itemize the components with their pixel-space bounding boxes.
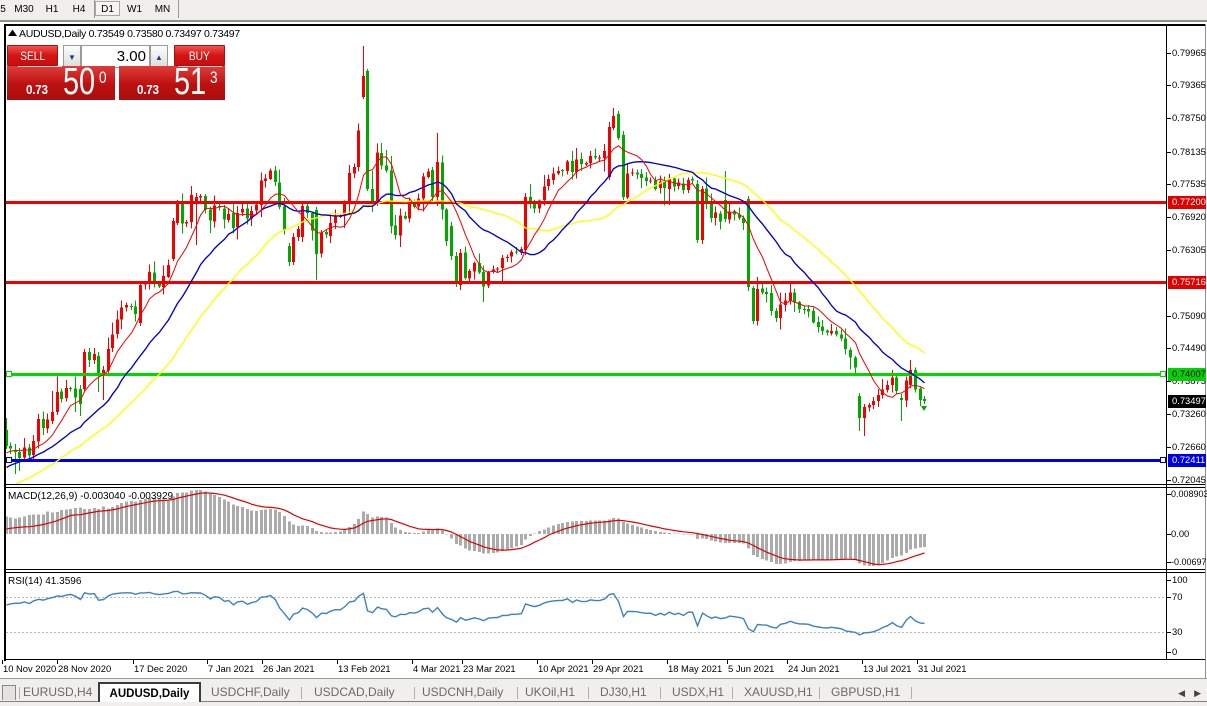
svg-text:29 Apr 2021: 29 Apr 2021 — [593, 663, 644, 674]
svg-text:10 Apr 2021: 10 Apr 2021 — [538, 663, 589, 674]
svg-text:24 Jun 2021: 24 Jun 2021 — [788, 663, 840, 674]
svg-text:26 Jan 2021: 26 Jan 2021 — [263, 663, 315, 674]
svg-text:0.79965: 0.79965 — [1172, 47, 1206, 58]
svg-text:0.008903: 0.008903 — [1171, 489, 1207, 499]
svg-text:13 Feb 2021: 13 Feb 2021 — [338, 663, 391, 674]
svg-text:0: 0 — [1172, 646, 1177, 657]
svg-text:RSI(14) 41.3596: RSI(14) 41.3596 — [8, 576, 82, 587]
svg-text:13 Jul 2021: 13 Jul 2021 — [863, 663, 911, 674]
svg-text:0.77200: 0.77200 — [1172, 196, 1206, 207]
svg-text:10 Nov 2020: 10 Nov 2020 — [3, 663, 56, 674]
svg-text:0.72045: 0.72045 — [1172, 474, 1206, 485]
svg-text:0.77535: 0.77535 — [1172, 178, 1206, 189]
svg-text:0.79365: 0.79365 — [1172, 79, 1206, 90]
svg-text:0.72411: 0.72411 — [1172, 454, 1205, 465]
svg-text:0.73260: 0.73260 — [1172, 408, 1206, 419]
svg-text:0.76305: 0.76305 — [1172, 244, 1206, 255]
svg-text:AUDUSD,Daily 0.73549 0.73580: AUDUSD,Daily 0.73549 0.73580 0.73497 0.7… — [19, 28, 240, 40]
svg-text:30: 30 — [1172, 626, 1182, 637]
svg-text:0.76920: 0.76920 — [1172, 211, 1206, 222]
svg-text:17 Dec 2020: 17 Dec 2020 — [134, 663, 187, 674]
svg-text:28 Nov 2020: 28 Nov 2020 — [58, 663, 111, 674]
svg-text:100: 100 — [1172, 574, 1188, 585]
svg-text:-0.00697: -0.00697 — [1171, 557, 1207, 567]
svg-text:0.73497: 0.73497 — [1172, 395, 1206, 406]
svg-text:23 Mar 2021: 23 Mar 2021 — [463, 663, 516, 674]
svg-text:4 Mar 2021: 4 Mar 2021 — [413, 663, 460, 674]
svg-text:5 Jun 2021: 5 Jun 2021 — [728, 663, 774, 674]
svg-text:31 Jul 2021: 31 Jul 2021 — [918, 663, 966, 674]
svg-text:0.72660: 0.72660 — [1172, 441, 1206, 452]
svg-text:0.75090: 0.75090 — [1172, 310, 1206, 321]
svg-text:0.74490: 0.74490 — [1172, 342, 1206, 353]
svg-text:0.78135: 0.78135 — [1172, 146, 1206, 157]
svg-text:MACD(12,26,9) -0.003040 -0.003: MACD(12,26,9) -0.003040 -0.003929 — [8, 491, 174, 502]
svg-text:0.75716: 0.75716 — [1172, 276, 1206, 287]
svg-text:18 May 2021: 18 May 2021 — [668, 663, 722, 674]
svg-text:0.00: 0.00 — [1171, 528, 1189, 539]
svg-text:7 Jan 2021: 7 Jan 2021 — [208, 663, 254, 674]
svg-text:0.74007: 0.74007 — [1172, 368, 1206, 379]
svg-text:0.78750: 0.78750 — [1172, 112, 1206, 123]
svg-text:70: 70 — [1172, 591, 1182, 602]
